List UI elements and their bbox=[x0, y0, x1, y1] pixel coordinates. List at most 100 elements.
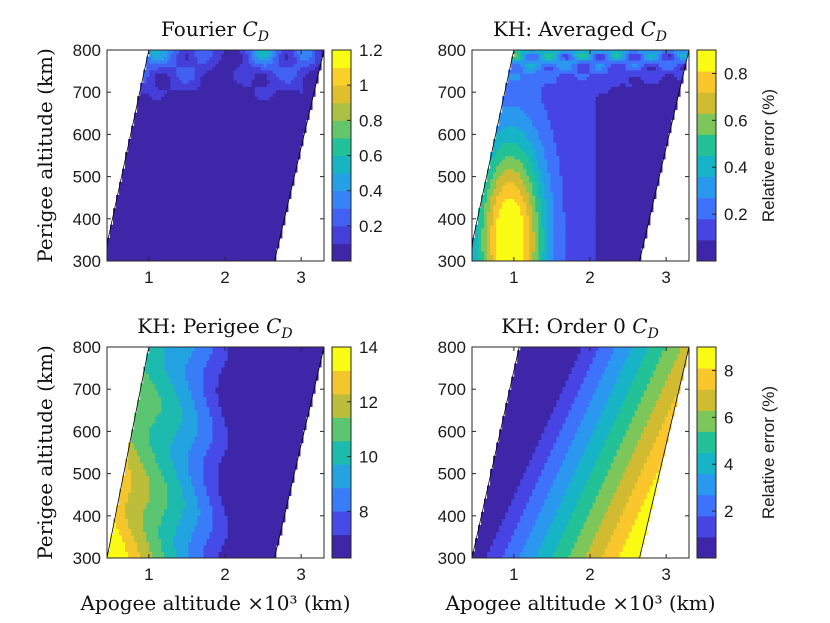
contour-cell bbox=[209, 195, 214, 199]
contour-cell bbox=[499, 247, 503, 252]
contour-cell bbox=[221, 53, 226, 58]
contour-cell bbox=[134, 208, 138, 213]
contour-cell bbox=[281, 125, 286, 130]
contour-cell bbox=[272, 158, 277, 163]
contour-cell bbox=[176, 254, 180, 259]
contour-cell bbox=[251, 204, 256, 209]
contour-cell bbox=[167, 139, 171, 143]
contour-cell bbox=[221, 125, 226, 130]
contour-cell bbox=[586, 247, 591, 252]
contour-cell bbox=[149, 228, 153, 232]
contour-cell bbox=[529, 198, 533, 203]
contour-cell bbox=[182, 191, 186, 196]
contour-cell bbox=[116, 218, 120, 223]
contour-cell bbox=[251, 66, 256, 71]
contour-cell bbox=[233, 251, 238, 256]
contour-cell bbox=[110, 251, 114, 256]
y-tick-label: 300 bbox=[73, 252, 101, 271]
contour-cell bbox=[568, 244, 573, 249]
contour-cell bbox=[290, 135, 295, 140]
contour-cell bbox=[233, 115, 238, 120]
contour-cell bbox=[305, 96, 310, 101]
contour-cell bbox=[634, 244, 639, 249]
contour-cell bbox=[116, 234, 120, 239]
contour-cell bbox=[206, 115, 211, 120]
contour-cell bbox=[167, 221, 171, 226]
contour-cell bbox=[200, 129, 205, 134]
contour-cell bbox=[176, 119, 180, 124]
contour-cell bbox=[248, 241, 253, 246]
contour-cell bbox=[227, 181, 232, 186]
contour-cell bbox=[508, 231, 512, 236]
contour-cell bbox=[164, 224, 168, 229]
contour-cell bbox=[266, 76, 271, 81]
contour-cell bbox=[188, 231, 192, 236]
contour-cell bbox=[523, 188, 527, 193]
contour-cell bbox=[215, 228, 220, 232]
contour-cell bbox=[209, 218, 214, 223]
contour-cell bbox=[631, 191, 636, 196]
contour-cell bbox=[272, 76, 277, 81]
contour-cell bbox=[248, 69, 253, 74]
contour-cell bbox=[209, 224, 214, 229]
contour-cell bbox=[233, 119, 238, 124]
contour-cell bbox=[134, 241, 138, 246]
contour-cell bbox=[511, 221, 515, 226]
contour-cell bbox=[203, 109, 208, 114]
colorbar-tick-label: 0.8 bbox=[359, 111, 383, 130]
contour-cell bbox=[287, 148, 292, 153]
contour-cell bbox=[553, 254, 557, 259]
contour-cell bbox=[182, 92, 186, 97]
contour-cell bbox=[562, 188, 567, 193]
contour-cell bbox=[152, 214, 156, 219]
contour-cell bbox=[158, 178, 162, 183]
contour-cell bbox=[269, 155, 274, 160]
contour-cell bbox=[125, 152, 129, 157]
contour-cell bbox=[113, 251, 117, 256]
contour-cell bbox=[302, 76, 307, 81]
contour-cell bbox=[149, 86, 153, 91]
contour-cell bbox=[218, 148, 223, 153]
contour-cell bbox=[236, 168, 241, 173]
contour-cell bbox=[523, 195, 527, 199]
contour-cell bbox=[248, 221, 253, 226]
contour-cell bbox=[514, 234, 518, 239]
contour-cell bbox=[266, 82, 271, 87]
contour-cell bbox=[517, 198, 521, 203]
contour-cell bbox=[140, 198, 144, 203]
contour-cell bbox=[155, 168, 159, 173]
contour-cell bbox=[131, 145, 135, 150]
contour-cell bbox=[275, 109, 280, 114]
contour-cell bbox=[176, 195, 180, 199]
contour-cell bbox=[598, 211, 603, 216]
contour-cell bbox=[565, 218, 570, 223]
contour-cell bbox=[110, 257, 114, 261]
contour-cell bbox=[311, 73, 316, 77]
contour-cell bbox=[604, 214, 609, 219]
contour-cell bbox=[278, 145, 283, 150]
contour-cell bbox=[547, 247, 551, 252]
contour-cell bbox=[167, 119, 171, 124]
contour-cell bbox=[278, 132, 283, 137]
contour-cell bbox=[128, 208, 132, 213]
contour-cell bbox=[260, 178, 265, 183]
contour-cell bbox=[481, 254, 485, 259]
contour-cell bbox=[128, 214, 132, 219]
contour-cell bbox=[230, 86, 235, 91]
contour-cell bbox=[559, 218, 564, 223]
contour-cell bbox=[505, 234, 509, 239]
contour-cell bbox=[113, 214, 117, 219]
contour-cell bbox=[299, 82, 304, 87]
contour-cell bbox=[586, 237, 591, 242]
contour-cell bbox=[161, 228, 165, 232]
contour-cell bbox=[191, 73, 195, 77]
contour-cell bbox=[511, 208, 515, 213]
contour-cell bbox=[176, 56, 180, 61]
contour-cell bbox=[221, 73, 226, 77]
contour-cell bbox=[218, 102, 223, 107]
contour-cell bbox=[143, 158, 147, 163]
contour-cell bbox=[245, 112, 250, 117]
contour-cell bbox=[263, 234, 268, 239]
contour-cell bbox=[487, 237, 491, 242]
contour-cell bbox=[242, 99, 247, 104]
